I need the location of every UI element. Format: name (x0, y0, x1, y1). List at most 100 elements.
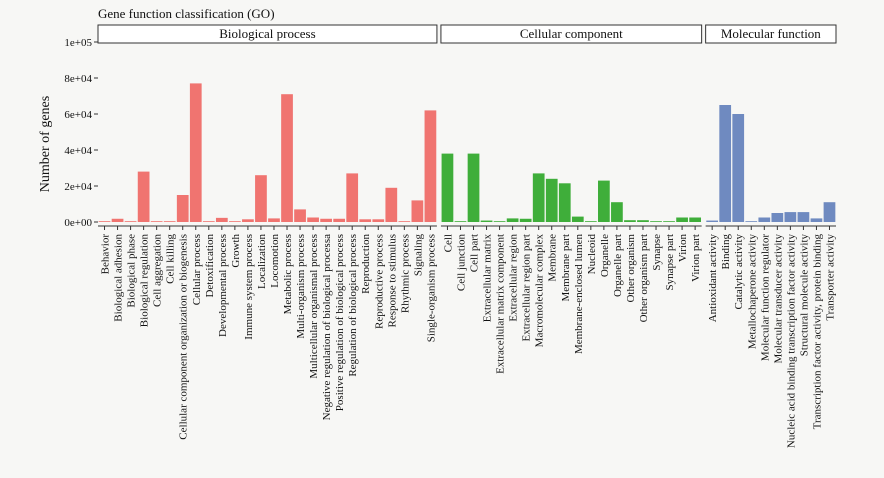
bar (519, 218, 532, 222)
x-tick-label: Cellular component organization or bioge… (178, 234, 190, 440)
bar (202, 221, 215, 222)
bar (150, 221, 163, 222)
x-tick-label: Negative regulation of biological proces… (321, 234, 333, 420)
y-tick-label: 2e+04 (64, 181, 92, 193)
x-tick-label: Nucleoid (586, 234, 598, 275)
bar (624, 220, 636, 222)
bar (454, 221, 467, 222)
x-tick-label: Metabolic process (282, 234, 294, 314)
bar (424, 110, 437, 222)
y-tick-label: 4e+04 (64, 145, 92, 157)
x-tick-label: Organelle (599, 234, 611, 277)
facet-label: Cellular component (520, 26, 623, 41)
x-tick-label: Molecular function regulator (759, 234, 771, 361)
x-tick-label: Rhythmic process (399, 234, 411, 313)
bar (663, 221, 675, 222)
facet-biological-process: Biological process Behavior Biological adh… (97, 24, 438, 440)
x-tick-label: Cell aggregation (152, 234, 164, 308)
x-tick-label: Structural molecule activity (798, 234, 810, 357)
bar (268, 218, 280, 222)
x-tick-label: Multi-organism process (295, 234, 307, 339)
bar (676, 217, 688, 222)
bar (307, 217, 319, 222)
x-tick-label: Extracellular matrix (482, 234, 494, 323)
bar (719, 105, 732, 222)
bar (294, 209, 306, 222)
bar (771, 213, 784, 222)
x-tick-label: Extracellular region part (521, 234, 533, 342)
bar (176, 195, 189, 222)
x-tick-label: Transporter activity (824, 234, 836, 321)
x-tick-label: Synapse part (664, 234, 676, 291)
x-tick-label: Behavior (100, 234, 112, 275)
bar (320, 218, 332, 222)
bar (242, 219, 254, 222)
bar (124, 221, 137, 222)
bar (598, 180, 610, 222)
y-tick-label: 6e+04 (64, 109, 92, 121)
x-tick-label: Organelle part (612, 234, 624, 297)
bar (229, 221, 241, 222)
x-tick-label: Transcription factor activity, protein b… (811, 234, 823, 430)
bar (558, 183, 571, 222)
y-axis: 0e+00 2e+04 4e+04 6e+04 8e+04 1e+05 (64, 37, 98, 229)
x-tick-label: Nucleic acid binding transcription facto… (785, 234, 797, 449)
bar (545, 178, 558, 222)
bar (98, 221, 111, 222)
x-tick-label: Biological adhesion (113, 234, 125, 322)
x-tick-label: Biological phase (126, 234, 138, 308)
x-tick-label: Binding (720, 234, 732, 270)
y-tick-label: 8e+04 (64, 73, 92, 85)
x-tick-label: Developmental process (217, 234, 229, 337)
x-tick-label: Localization (256, 234, 268, 289)
bar (480, 220, 493, 222)
x-tick-label: Membrane (547, 234, 559, 282)
bar (385, 187, 398, 222)
chart-title: Gene function classification (GO) (98, 6, 275, 21)
x-tick-label: Cell part (469, 234, 481, 272)
bar (111, 218, 124, 222)
bar (584, 221, 597, 222)
bar (823, 202, 836, 222)
bar (467, 153, 480, 222)
x-tick-label: Cell (442, 234, 454, 252)
x-tick-label: Catalytic activity (733, 234, 745, 310)
x-tick-label: Detoxification (204, 234, 216, 298)
x-tick-label: Multicellular organismal process (308, 234, 320, 379)
bar (411, 200, 424, 222)
bar (758, 217, 771, 222)
bar (810, 218, 823, 222)
x-tick-label: Antioxidant activity (707, 234, 719, 323)
x-tick-label: Membrane-enclosed lumen (573, 234, 585, 355)
facet-label: Biological process (219, 26, 315, 41)
x-tick-label: Signaling (412, 234, 424, 277)
x-tick-label: Other organism part (638, 234, 650, 322)
bar (215, 217, 228, 222)
bar (745, 221, 758, 222)
x-tick-label: Macromolecular complex (534, 234, 546, 348)
bar (137, 171, 150, 222)
bar (281, 94, 293, 222)
x-tick-label: Response to stimulus (386, 234, 398, 328)
y-tick-label: 1e+05 (64, 37, 92, 49)
bar (398, 221, 411, 222)
x-tick-label: Virion (677, 234, 689, 263)
facet-strip (705, 24, 837, 44)
x-tick-label: Locomotion (269, 234, 281, 288)
bar (506, 218, 519, 222)
facet-strip (440, 24, 703, 44)
y-axis-label: Number of genes (38, 96, 53, 192)
x-tick-label: Cell killing (165, 234, 177, 284)
bar (650, 221, 662, 222)
bar (732, 114, 745, 222)
x-tick-label: Cell junction (455, 234, 467, 292)
x-tick-label: Reproductive process (373, 234, 385, 329)
bar (346, 173, 359, 222)
x-tick-label: Extracellular matrix component (495, 234, 507, 374)
x-tick-label: Virion part (690, 234, 702, 282)
bar (372, 219, 385, 222)
x-tick-label: Regulation of biological process (347, 234, 359, 377)
bar (784, 212, 797, 222)
facet-strip (97, 24, 438, 44)
bar (441, 153, 454, 222)
